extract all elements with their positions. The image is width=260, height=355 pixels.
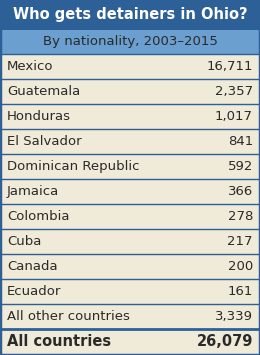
Text: 161: 161	[228, 285, 253, 298]
Text: Guatemala: Guatemala	[7, 85, 80, 98]
Text: 200: 200	[228, 260, 253, 273]
Bar	[0, 329, 260, 355]
Text: Cuba: Cuba	[7, 235, 41, 248]
Text: Who gets detainers in Ohio?: Who gets detainers in Ohio?	[13, 7, 247, 22]
Text: 2,357: 2,357	[215, 85, 253, 98]
Bar	[0, 204, 260, 229]
Text: Honduras: Honduras	[7, 110, 71, 123]
Text: Canada: Canada	[7, 260, 58, 273]
Text: All other countries: All other countries	[7, 310, 130, 323]
Text: Ecuador: Ecuador	[7, 285, 61, 298]
Bar	[0, 129, 260, 154]
Text: All countries: All countries	[7, 334, 111, 350]
Bar	[0, 54, 260, 79]
Bar	[0, 79, 260, 104]
Text: 16,711: 16,711	[206, 60, 253, 73]
Text: 278: 278	[228, 210, 253, 223]
Text: Colombia: Colombia	[7, 210, 69, 223]
Text: Dominican Republic: Dominican Republic	[7, 160, 140, 173]
Text: By nationality, 2003–2015: By nationality, 2003–2015	[43, 36, 217, 49]
Text: 592: 592	[228, 160, 253, 173]
Bar	[0, 179, 260, 204]
Bar	[0, 30, 260, 54]
Bar	[0, 154, 260, 179]
Bar	[0, 304, 260, 329]
Bar	[0, 229, 260, 254]
Text: Jamaica: Jamaica	[7, 185, 59, 198]
Text: Mexico: Mexico	[7, 60, 54, 73]
Text: El Salvador: El Salvador	[7, 135, 82, 148]
Text: 366: 366	[228, 185, 253, 198]
Text: 26,079: 26,079	[197, 334, 253, 350]
Text: 3,339: 3,339	[215, 310, 253, 323]
Text: 841: 841	[228, 135, 253, 148]
Bar	[0, 254, 260, 279]
Bar	[0, 0, 260, 30]
Bar	[0, 279, 260, 304]
Text: 217: 217	[228, 235, 253, 248]
Text: 1,017: 1,017	[215, 110, 253, 123]
Bar	[0, 104, 260, 129]
